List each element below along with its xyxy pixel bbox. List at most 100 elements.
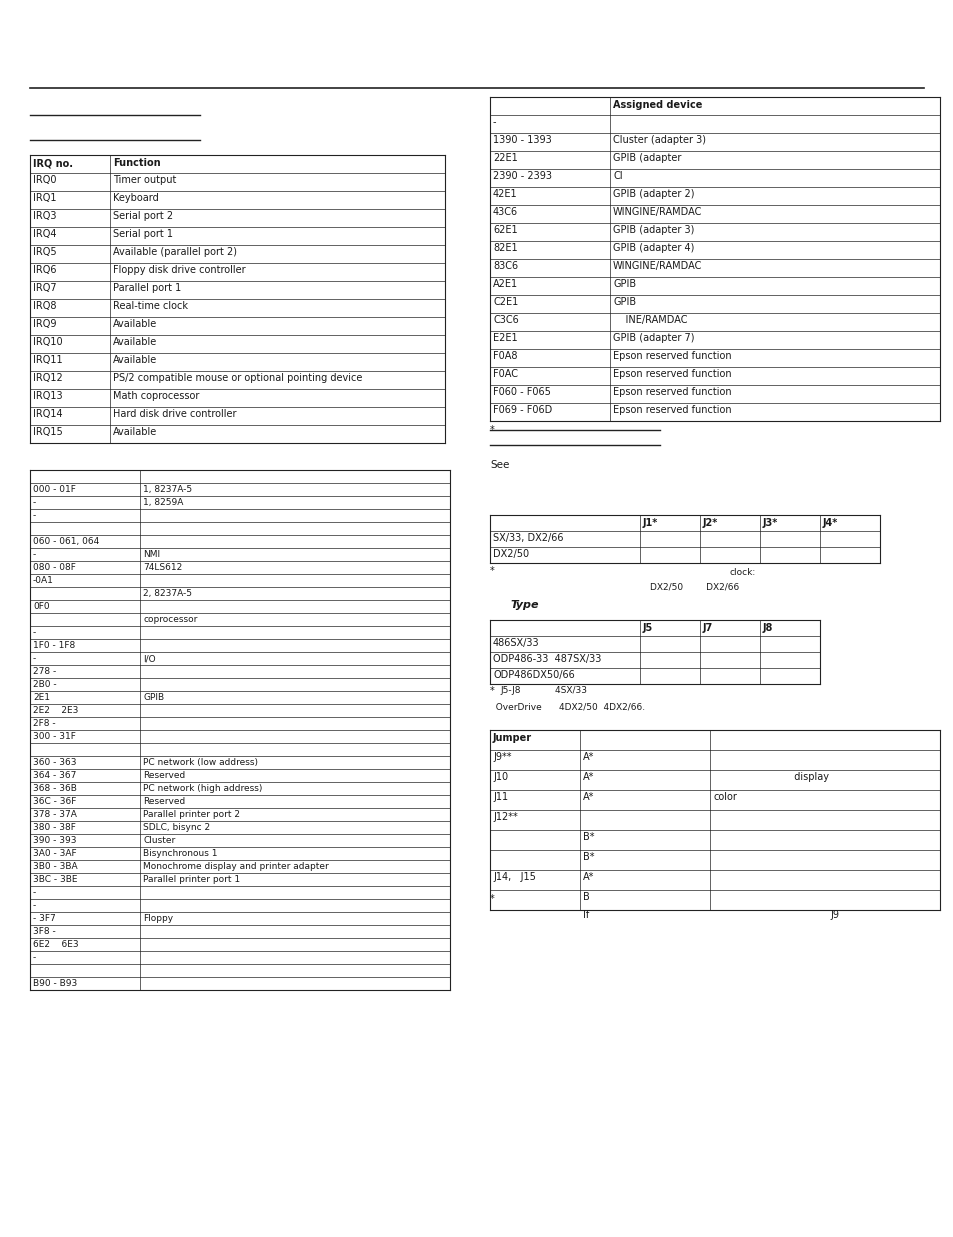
Text: 364 - 367: 364 - 367 (33, 771, 76, 781)
Text: GPIB (adapter 7): GPIB (adapter 7) (613, 333, 694, 343)
Text: 82E1: 82E1 (493, 242, 517, 254)
Text: -: - (33, 550, 36, 559)
Text: IRQ1: IRQ1 (33, 193, 56, 203)
Text: If: If (582, 910, 589, 920)
Text: -: - (33, 511, 36, 520)
Text: Cluster: Cluster (143, 836, 175, 845)
Text: clock:: clock: (729, 568, 756, 576)
Text: -: - (33, 952, 36, 962)
Text: IRQ12: IRQ12 (33, 374, 63, 383)
Text: GPIB: GPIB (143, 693, 164, 703)
Text: WINGINE/RAMDAC: WINGINE/RAMDAC (613, 261, 701, 271)
Text: - 3F7: - 3F7 (33, 914, 55, 923)
Text: 43C6: 43C6 (493, 207, 517, 216)
Text: Assigned device: Assigned device (613, 100, 701, 110)
Text: 390 - 393: 390 - 393 (33, 836, 76, 845)
Text: Epson reserved function: Epson reserved function (613, 351, 731, 361)
Text: 6E2    6E3: 6E2 6E3 (33, 940, 78, 949)
Text: Reserved: Reserved (143, 797, 185, 807)
Text: Timer output: Timer output (112, 174, 176, 186)
Text: IRQ11: IRQ11 (33, 355, 63, 365)
Text: 74LS612: 74LS612 (143, 563, 182, 571)
Text: IRQ7: IRQ7 (33, 283, 56, 293)
Text: IRQ6: IRQ6 (33, 265, 56, 275)
Text: *: * (490, 567, 495, 576)
Text: color: color (712, 792, 736, 802)
Text: 360 - 363: 360 - 363 (33, 758, 76, 767)
Text: 2, 8237A-5: 2, 8237A-5 (143, 589, 192, 597)
Text: SX/33, DX2/66: SX/33, DX2/66 (493, 533, 563, 543)
Text: 22E1: 22E1 (493, 153, 517, 163)
Text: F0AC: F0AC (493, 369, 517, 379)
Text: 060 - 061, 064: 060 - 061, 064 (33, 537, 99, 546)
Text: Floppy: Floppy (143, 914, 172, 923)
Text: Available: Available (112, 319, 157, 329)
Text: Epson reserved function: Epson reserved function (613, 404, 731, 414)
Text: J11: J11 (493, 792, 508, 802)
Text: IRQ9: IRQ9 (33, 319, 56, 329)
Text: Type: Type (510, 600, 537, 610)
Text: B*: B* (582, 833, 594, 842)
Text: PS/2 compatible mouse or optional pointing device: PS/2 compatible mouse or optional pointi… (112, 374, 362, 383)
Text: 83C6: 83C6 (493, 261, 517, 271)
Text: J1*: J1* (642, 518, 658, 528)
Text: 3A0 - 3AF: 3A0 - 3AF (33, 849, 76, 858)
Text: J7: J7 (702, 623, 713, 633)
Text: J14,   J15: J14, J15 (493, 872, 536, 882)
Text: *: * (490, 426, 495, 435)
Text: -: - (33, 901, 36, 910)
Text: 1F0 - 1F8: 1F0 - 1F8 (33, 641, 75, 649)
Text: 368 - 36B: 368 - 36B (33, 784, 77, 793)
Text: ODP486DX50/66: ODP486DX50/66 (493, 670, 574, 680)
Text: IRQ3: IRQ3 (33, 212, 56, 221)
Text: DX2/50        DX2/66: DX2/50 DX2/66 (649, 581, 739, 591)
Text: Cluster (adapter 3): Cluster (adapter 3) (613, 135, 705, 145)
Text: IRQ no.: IRQ no. (33, 158, 73, 168)
Text: 378 - 37A: 378 - 37A (33, 810, 77, 819)
Text: 486SX/33: 486SX/33 (493, 638, 539, 648)
Text: 278 -: 278 - (33, 667, 56, 675)
Text: B90 - B93: B90 - B93 (33, 978, 77, 988)
Text: A2E1: A2E1 (493, 280, 517, 289)
Text: display: display (712, 772, 828, 782)
Text: Jumper: Jumper (493, 734, 532, 743)
Text: B*: B* (582, 852, 594, 862)
Text: GPIB (adapter 3): GPIB (adapter 3) (613, 225, 694, 235)
Text: 2E1: 2E1 (33, 693, 50, 703)
Text: 42E1: 42E1 (493, 189, 517, 199)
Text: 2390 - 2393: 2390 - 2393 (493, 171, 552, 181)
Text: Epson reserved function: Epson reserved function (613, 369, 731, 379)
Text: DX2/50: DX2/50 (493, 549, 529, 559)
Text: GPIB: GPIB (613, 297, 636, 307)
Text: Epson reserved function: Epson reserved function (613, 387, 731, 397)
Text: 1, 8237A-5: 1, 8237A-5 (143, 485, 192, 494)
Text: C2E1: C2E1 (493, 297, 517, 307)
Text: Bisynchronous 1: Bisynchronous 1 (143, 849, 217, 858)
Text: -: - (33, 654, 36, 663)
Text: 2B0 -: 2B0 - (33, 680, 56, 689)
Text: 3BC - 3BE: 3BC - 3BE (33, 875, 77, 884)
Text: Serial port 2: Serial port 2 (112, 212, 172, 221)
Text: Parallel printer port 1: Parallel printer port 1 (143, 875, 240, 884)
Text: Parallel port 1: Parallel port 1 (112, 283, 181, 293)
Text: 36C - 36F: 36C - 36F (33, 797, 76, 807)
Text: J5-J8            4SX/33: J5-J8 4SX/33 (499, 687, 586, 695)
Text: 300 - 31F: 300 - 31F (33, 732, 76, 741)
Text: 1390 - 1393: 1390 - 1393 (493, 135, 551, 145)
Text: Available (parallel port 2): Available (parallel port 2) (112, 247, 236, 257)
Text: J10: J10 (493, 772, 508, 782)
Text: Parallel printer port 2: Parallel printer port 2 (143, 810, 240, 819)
Text: GPIB (adapter: GPIB (adapter (613, 153, 680, 163)
Text: A*: A* (582, 772, 594, 782)
Text: 2E2    2E3: 2E2 2E3 (33, 706, 78, 715)
Text: -: - (33, 888, 36, 897)
Text: Real-time clock: Real-time clock (112, 301, 188, 310)
Text: A*: A* (582, 792, 594, 802)
Text: 1, 8259A: 1, 8259A (143, 499, 183, 507)
Text: GPIB (adapter 4): GPIB (adapter 4) (613, 242, 694, 254)
Text: GPIB (adapter 2): GPIB (adapter 2) (613, 189, 694, 199)
Text: J12**: J12** (493, 811, 517, 823)
Text: 62E1: 62E1 (493, 225, 517, 235)
Text: PC network (high address): PC network (high address) (143, 784, 262, 793)
Text: Serial port 1: Serial port 1 (112, 229, 172, 239)
